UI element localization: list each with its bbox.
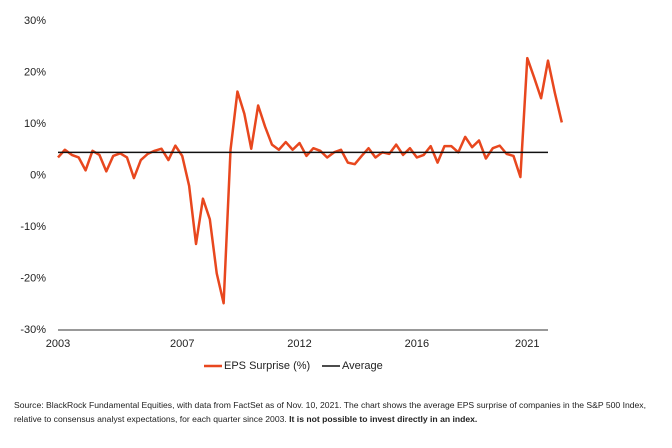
footnote: Source: BlackRock Fundamental Equities, …	[14, 398, 664, 426]
eps-line	[57, 56, 564, 305]
x-tick-label: 2016	[405, 338, 429, 350]
legend-label: EPS Surprise (%)	[224, 360, 310, 372]
x-tick-label: 2012	[287, 338, 311, 350]
x-tick-label: 2007	[170, 338, 194, 350]
y-tick-label: 0%	[30, 169, 46, 181]
y-tick-label: -30%	[20, 324, 46, 336]
y-tick-label: -10%	[20, 221, 46, 233]
y-tick-label: 10%	[24, 118, 46, 130]
disclaimer: It is not possible to invest directly in…	[289, 414, 478, 424]
x-tick-label: 2021	[515, 338, 539, 350]
y-tick-label: 30%	[24, 15, 46, 27]
legend-label: Average	[342, 360, 383, 372]
y-tick-label: -20%	[20, 272, 46, 284]
x-tick-label: 2003	[46, 338, 70, 350]
chart: 30% 20% 10% 0% -10% -20% -30%2003 2007 2012 2016 2…	[20, 15, 564, 372]
y-tick-label: 20%	[24, 66, 46, 78]
source: Source: BlackRock Fundamental Equities, …	[14, 400, 646, 424]
